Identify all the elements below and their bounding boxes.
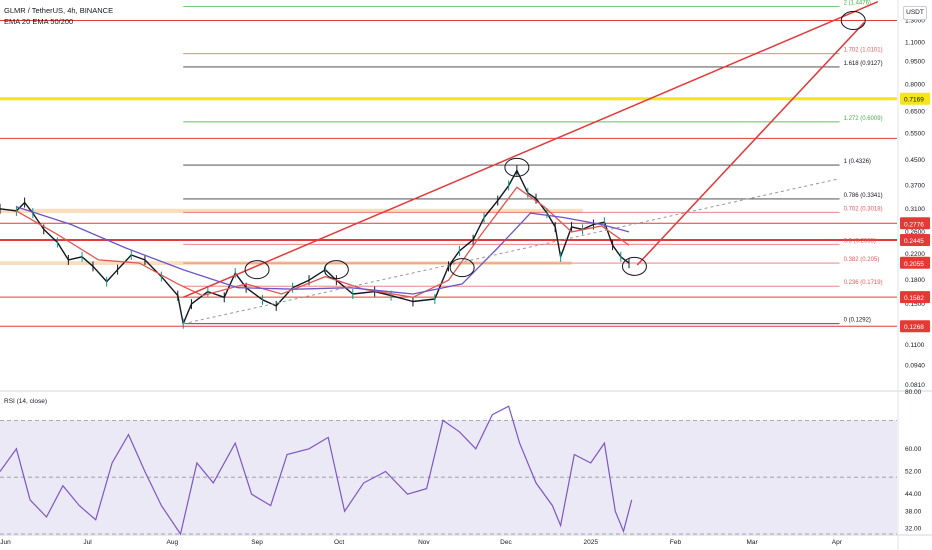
price-tick-9: 0.2600	[905, 229, 925, 236]
symbol-title: GLMR / TetherUS, 4h, BINANCE	[4, 6, 114, 15]
fib-label-4: 1 (0.4326)	[844, 159, 871, 165]
price-tick-5: 0.5500	[905, 130, 925, 137]
time-tick-3: Sep	[251, 539, 263, 546]
price-tick-12: 0.1500	[905, 301, 925, 308]
fib-label-7: 0.5 (0.2365)	[844, 238, 876, 244]
fib-label-10: 0 (0.1292)	[844, 318, 871, 324]
price-tag-label-2: 0.2445	[904, 238, 924, 245]
circle-annotation-0	[244, 260, 270, 280]
price-tag-label-4: 0.1582	[904, 295, 924, 302]
circle-annotation-4	[621, 256, 647, 276]
price-tick-6: 0.4500	[905, 157, 925, 164]
rsi-tick-5: 32.00	[905, 525, 922, 532]
trend-line-0	[182, 1, 879, 298]
indicator-legend: EMA 20 EMA 50/200	[4, 17, 74, 26]
rsi-tick-0: 80.00	[905, 389, 922, 396]
price-tag-3	[900, 256, 930, 269]
time-tick-7: 2025	[583, 539, 598, 546]
fib-label-5: 0.786 (0.3341)	[844, 193, 883, 199]
ema50-line	[16, 206, 630, 295]
price-tick-2: 0.9500	[905, 59, 925, 66]
fib-label-2: 1.618 (0.9127)	[844, 61, 883, 67]
time-tick-2: Aug	[167, 539, 179, 546]
price-tag-5	[900, 320, 930, 333]
rsi-tick-1: 60.00	[905, 446, 922, 453]
fib-label-6: 0.702 (0.3018)	[844, 206, 883, 212]
price-tick-10: 0.2200	[905, 251, 925, 258]
fib-label-8: 0.382 (0.205)	[844, 257, 880, 263]
price-tag-1	[900, 217, 930, 230]
circle-annotation-3	[504, 157, 530, 177]
support-zone-0	[0, 208, 583, 214]
time-tick-1: Jul	[83, 539, 92, 546]
price-tick-16: 0.0810	[905, 382, 925, 389]
rsi-tick-2: 52.00	[905, 469, 922, 476]
price-tag-label-1: 0.2776	[904, 221, 924, 228]
price-tick-8: 0.3100	[905, 206, 925, 213]
rsi-tick-3: 44.00	[905, 491, 922, 498]
fib-label-3: 1.272 (0.6009)	[844, 116, 883, 122]
fib-label-1: 1.702 (1.0101)	[844, 48, 883, 54]
time-tick-4: Oct	[334, 539, 344, 546]
time-tick-9: Mar	[746, 539, 758, 546]
rsi-tick-4: 38.00	[905, 508, 922, 515]
price-tag-label-3: 0.2055	[904, 261, 924, 268]
price-tick-3: 0.8000	[905, 81, 925, 88]
price-tick-1: 1.1000	[905, 39, 925, 46]
time-tick-5: Nov	[418, 539, 430, 546]
price-tick-4: 0.6500	[905, 109, 925, 116]
price-tick-15: 0.0940	[905, 362, 925, 369]
price-tick-0: 1.3000	[905, 18, 925, 25]
time-tick-0: Jun	[0, 539, 11, 546]
dashed-support-line	[183, 178, 840, 325]
rsi-legend: RSI (14, close)	[4, 398, 47, 405]
circle-annotation-1	[323, 260, 349, 280]
price-tag-label-0: 0.7169	[904, 97, 924, 104]
trend-line-1	[636, 22, 865, 266]
time-tick-6: Dec	[500, 539, 512, 546]
price-tick-7: 0.3700	[905, 183, 925, 190]
time-tick-10: Apr	[832, 539, 843, 546]
fib-label-9: 0.236 (0.1719)	[844, 280, 883, 286]
circle-annotation-5	[840, 11, 866, 31]
time-tick-8: Feb	[670, 539, 682, 546]
circle-annotation-2	[449, 258, 475, 278]
rsi-series-line	[0, 405, 633, 536]
ema20-line	[16, 186, 630, 298]
price-tag-0	[900, 92, 930, 105]
fib-label-0: 2 (1.4476)	[844, 0, 871, 6]
price-tag-4	[900, 291, 930, 304]
price-tick-14: 0.1100	[905, 342, 925, 349]
price-tag-2	[900, 233, 930, 246]
price-tag-label-5: 0.1268	[904, 324, 924, 331]
currency-button[interactable]: USDT	[903, 6, 927, 20]
price-tick-11: 0.1800	[905, 277, 925, 284]
